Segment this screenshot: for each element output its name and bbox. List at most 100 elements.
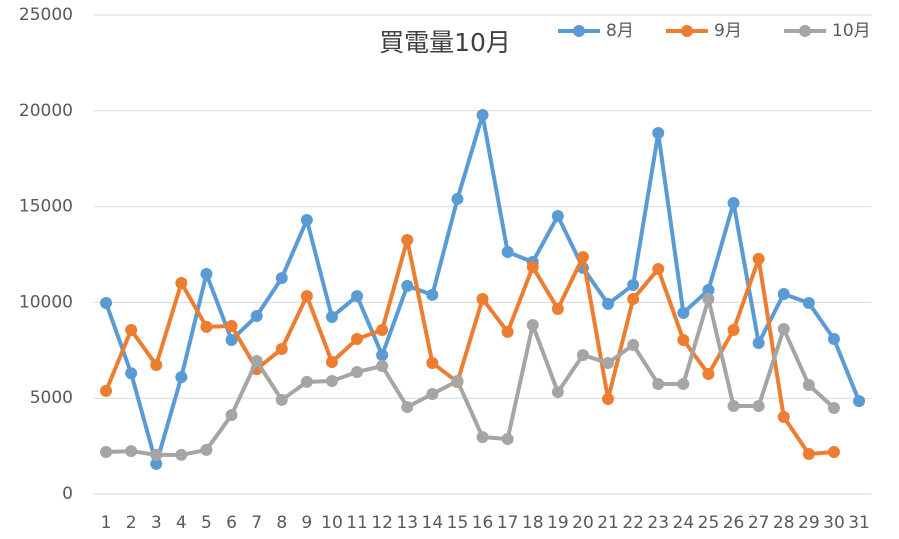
data-point xyxy=(752,400,765,413)
data-point xyxy=(451,374,464,387)
data-point xyxy=(702,283,715,296)
x-tick-label: 3 xyxy=(151,513,162,533)
data-point xyxy=(100,446,113,459)
data-point xyxy=(752,337,765,350)
data-point xyxy=(802,378,815,391)
x-tick-label: 30 xyxy=(823,513,845,533)
x-tick-label: 7 xyxy=(251,513,262,533)
data-point xyxy=(727,400,740,413)
data-point xyxy=(125,323,138,336)
y-tick-label: 10000 xyxy=(19,292,73,312)
data-point xyxy=(602,297,615,310)
data-point xyxy=(100,384,113,397)
data-point xyxy=(627,292,640,305)
data-point xyxy=(401,401,414,414)
data-point xyxy=(175,448,188,461)
data-point xyxy=(175,277,188,290)
data-point xyxy=(376,349,389,362)
data-point xyxy=(727,323,740,336)
x-tick-label: 12 xyxy=(371,513,393,533)
x-tick-label: 21 xyxy=(597,513,619,533)
data-point xyxy=(551,302,564,315)
x-tick-label: 5 xyxy=(201,513,212,533)
data-point xyxy=(200,268,213,281)
legend-label: 8月 xyxy=(606,21,634,41)
series-line xyxy=(105,296,836,457)
x-tick-label: 11 xyxy=(346,513,368,533)
data-point xyxy=(250,355,263,368)
data-point xyxy=(351,332,364,345)
data-point xyxy=(501,433,514,446)
data-point xyxy=(426,288,439,301)
x-tick-label: 22 xyxy=(622,513,644,533)
x-tick-label: 14 xyxy=(422,513,444,533)
data-point xyxy=(602,392,615,405)
data-point xyxy=(677,378,690,391)
data-point xyxy=(602,356,615,369)
data-point xyxy=(300,375,313,388)
data-point xyxy=(777,287,790,300)
data-point xyxy=(802,447,815,460)
data-point xyxy=(250,310,263,323)
data-point xyxy=(727,196,740,209)
x-tick-label: 20 xyxy=(572,513,594,533)
x-tick-label: 25 xyxy=(698,513,720,533)
legend-label: 9月 xyxy=(714,21,742,41)
y-tick-label: 5000 xyxy=(30,388,73,408)
data-point xyxy=(150,448,163,461)
x-tick-label: 4 xyxy=(176,513,187,533)
data-point xyxy=(376,323,389,336)
x-tick-label: 26 xyxy=(723,513,745,533)
data-point xyxy=(702,368,715,381)
x-tick-label: 15 xyxy=(447,513,469,533)
data-point xyxy=(150,457,163,470)
data-point xyxy=(853,395,866,408)
data-point xyxy=(551,386,564,399)
x-tick-label: 6 xyxy=(226,513,237,533)
x-tick-label: 16 xyxy=(472,513,494,533)
data-point xyxy=(777,410,790,423)
data-point xyxy=(827,401,840,414)
x-tick-label: 18 xyxy=(522,513,544,533)
data-point xyxy=(100,296,113,309)
y-tick-label: 15000 xyxy=(19,197,73,217)
data-point xyxy=(777,323,790,336)
data-point xyxy=(677,333,690,346)
y-tick-label: 0 xyxy=(62,484,73,504)
data-point xyxy=(752,252,765,265)
data-point xyxy=(677,306,690,319)
data-point xyxy=(827,446,840,459)
x-tick-label: 27 xyxy=(748,513,770,533)
data-point xyxy=(426,356,439,369)
data-point xyxy=(526,319,539,332)
x-tick-label: 13 xyxy=(396,513,418,533)
data-point xyxy=(225,319,238,332)
data-point xyxy=(325,374,338,387)
data-point xyxy=(652,263,665,276)
data-point xyxy=(175,371,188,384)
data-point xyxy=(526,260,539,273)
data-point xyxy=(702,292,715,305)
chart-title: 買電量10月 xyxy=(379,28,511,57)
data-point xyxy=(125,445,138,458)
data-point xyxy=(576,349,589,362)
data-point xyxy=(150,359,163,372)
data-point xyxy=(476,109,489,122)
data-point xyxy=(802,296,815,309)
data-point xyxy=(125,367,138,380)
x-tick-label: 19 xyxy=(547,513,569,533)
data-point xyxy=(652,378,665,391)
data-point xyxy=(401,279,414,292)
x-tick-label: 2 xyxy=(126,513,137,533)
data-point xyxy=(300,214,313,227)
data-point xyxy=(501,246,514,259)
data-point xyxy=(476,431,489,444)
legend-label: 10月 xyxy=(832,21,871,41)
data-point xyxy=(225,333,238,346)
data-point xyxy=(451,192,464,205)
data-point xyxy=(275,272,288,285)
data-point xyxy=(652,127,665,140)
data-point xyxy=(426,387,439,400)
data-point xyxy=(325,355,338,368)
